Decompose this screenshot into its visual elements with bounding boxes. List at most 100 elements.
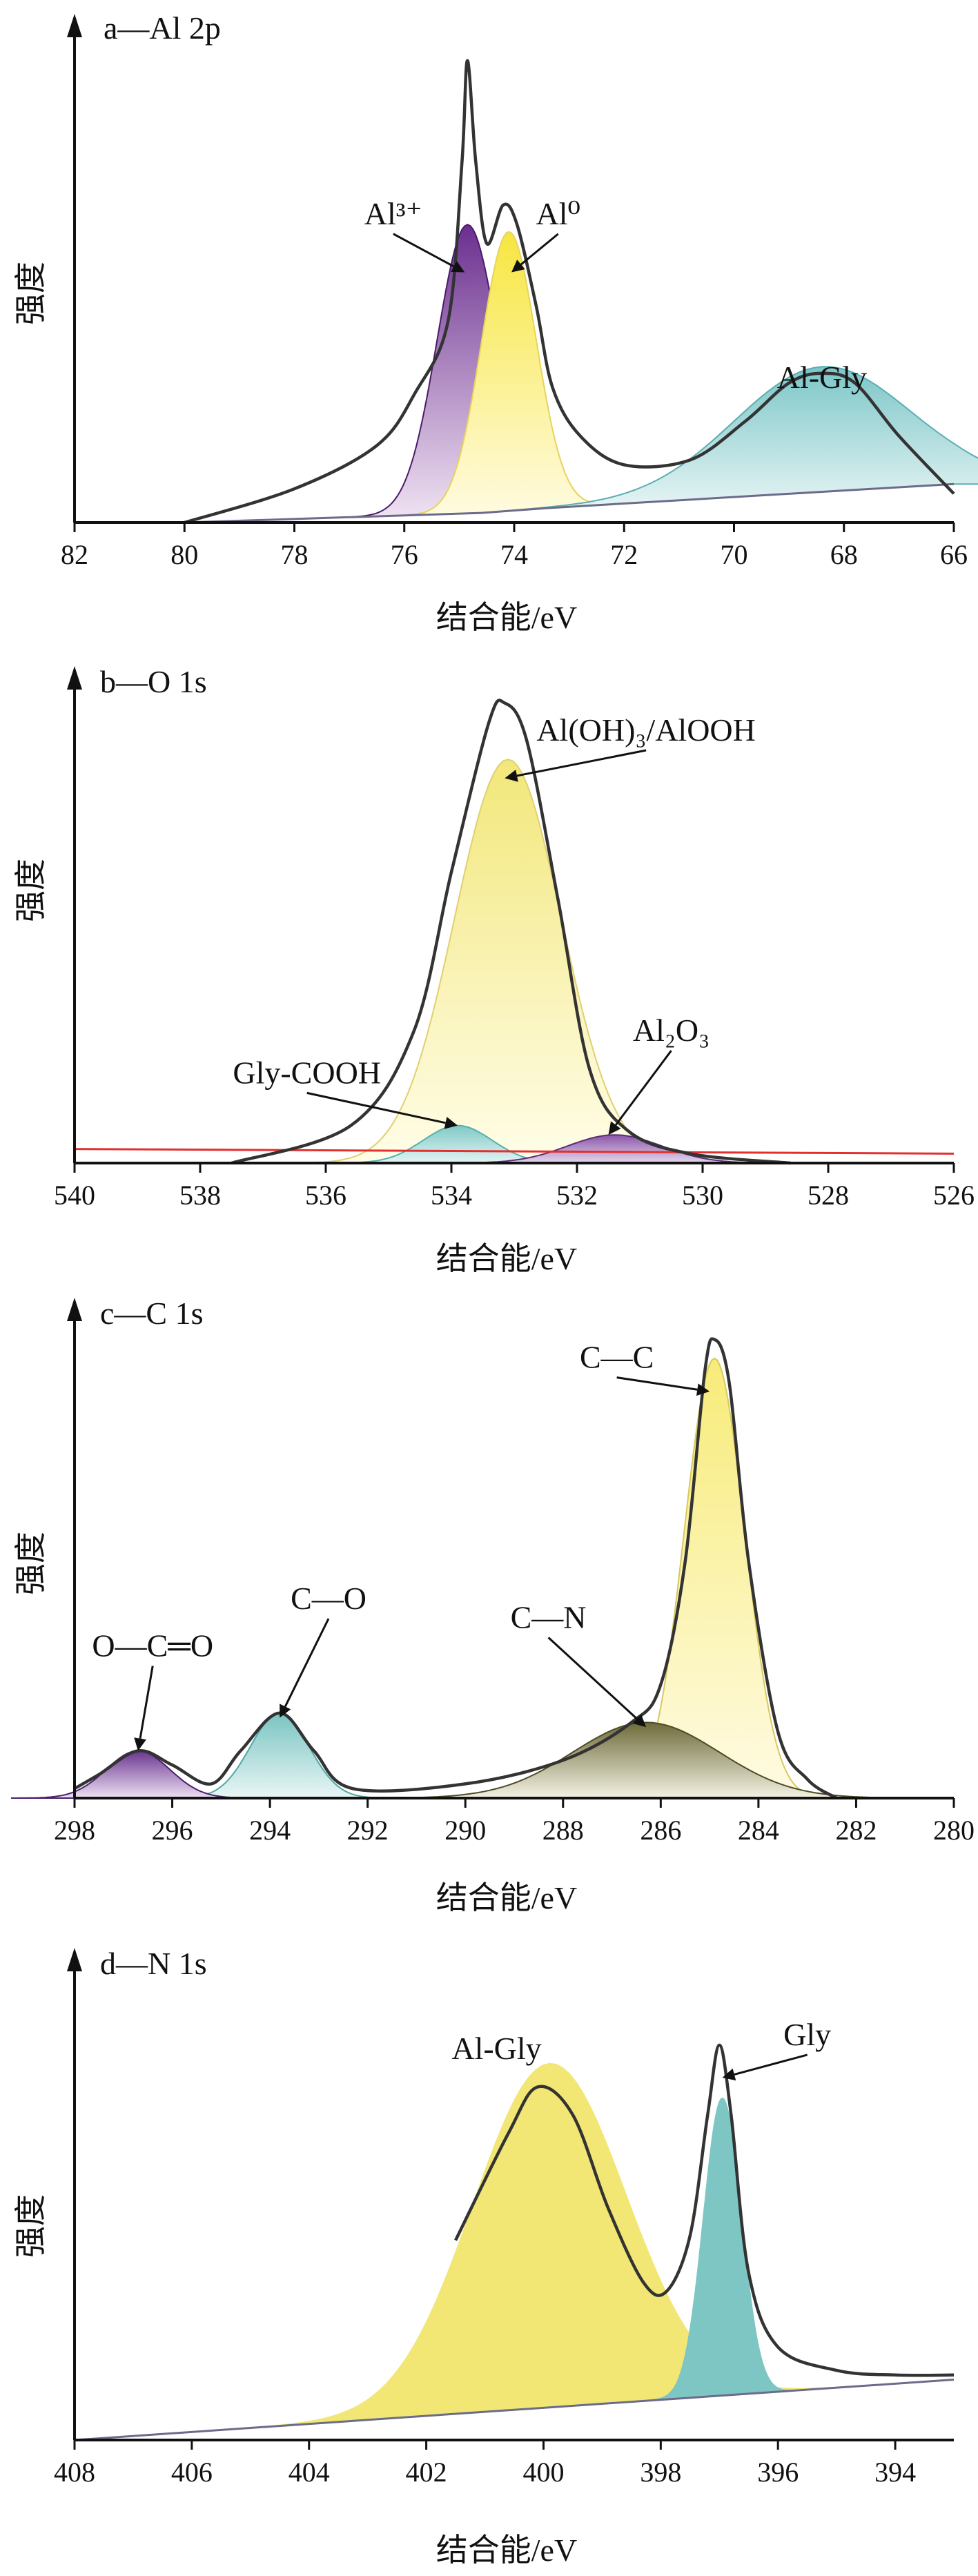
panel-c-tick-label-290: 290: [444, 1815, 486, 1846]
panel-b-arrow-gly-cooh: [306, 1091, 446, 1124]
panel-c-arrowhead-o-c-o: [134, 1737, 146, 1751]
panel-a-xlabel: 结合能/eV: [436, 600, 577, 635]
panel-b-arrow-al-oh-alooh: [516, 749, 647, 777]
panel-c-y-axis-arrow: [67, 1298, 82, 1321]
panel-c-arrow-c-n: [547, 1637, 638, 1720]
panel-c-tick-label-296: 296: [152, 1815, 193, 1846]
panel-c-plot: 298 296 294 292 290 288 286 284 282 280 C—C C—N C—O O…: [11, 1298, 975, 1846]
panel-a-arrow-al: [520, 233, 559, 266]
panel-b-label-al-o: Al₂O₃: [633, 1013, 710, 1048]
panel-b-tick-label-532: 532: [556, 1180, 598, 1211]
panel-d-tick-label-398: 398: [640, 2457, 681, 2488]
panel-b-tick-label-538: 538: [179, 1180, 221, 1211]
panel-c-arrow-c-o: [284, 1618, 330, 1708]
panel-c-label-c-c: C—C: [580, 1340, 654, 1375]
panel-b-xlabel: 结合能/eV: [436, 1241, 577, 1276]
panel-c-tick-label-288: 288: [542, 1815, 584, 1846]
panel-b-envelope-line: [231, 699, 791, 1165]
panel-a-ylabel: 强度: [13, 262, 48, 325]
panel-b-tick-label-540: 540: [54, 1180, 95, 1211]
panel-d-tick-label-404: 404: [288, 2457, 330, 2488]
panel-b-title: b—O 1s: [100, 664, 207, 699]
panel-c-arrow-c-c: [616, 1376, 698, 1391]
panel-c-title: c—C 1s: [100, 1296, 204, 1331]
panel-c-xlabel: 结合能/eV: [436, 1880, 577, 1915]
panel-b-label-al-oh-alooh: Al(OH)₃/AlOOH: [536, 712, 756, 748]
panel-c-tick-label-292: 292: [347, 1815, 389, 1846]
panel-a-tick-label-72: 72: [610, 539, 638, 570]
panel-d-label-gly: Gly: [783, 2017, 831, 2052]
panel-d-arrow-gly: [734, 2053, 808, 2076]
panel-b-reference-line: [74, 1148, 955, 1155]
panel-c-tick-label-298: 298: [54, 1815, 95, 1846]
panel-c-label-c-n: C—N: [511, 1599, 587, 1635]
panel-a-tick-label-78: 78: [281, 539, 309, 570]
panel-b-y-axis-arrow: [67, 666, 82, 690]
panel-c-arrowhead-c-n: [632, 1714, 647, 1728]
panel-a-tick-label-70: 70: [721, 539, 748, 570]
panel-c-envelope-line: [73, 1337, 838, 1799]
panel-c-ylabel: 强度: [13, 1532, 48, 1595]
panel-b-arrowhead-gly-cooh: [444, 1117, 458, 1129]
panel-c-arrowhead-c-c: [696, 1383, 710, 1396]
panel-d-tick-label-402: 402: [406, 2457, 447, 2488]
panel-d-tick-label-406: 406: [171, 2457, 213, 2488]
panel-b-plot: 540 538 536 534 532 530 528 526 Al(OH)₃/AlOOH Gly…: [54, 666, 975, 1211]
panel-b-arrow-al-o: [615, 1050, 672, 1126]
panel-c-tick-label-282: 282: [835, 1815, 877, 1846]
panel-d-background-line: [74, 2379, 955, 2441]
panel-c: c—C 1s 强度 结合能/eV 298 296 294 292 290 288 286 28…: [11, 1296, 975, 1915]
panel-a: a—Al 2p 强度 结合能/eV 82 80 78 76 74 72 70 68 66 Al³⁺…: [13, 10, 978, 635]
panel-d-ylabel: 强度: [13, 2194, 48, 2258]
panel-d-tick-label-394: 394: [874, 2457, 916, 2488]
panel-b-label-gly-cooh: Gly-COOH: [233, 1055, 381, 1090]
panel-d-title: d—N 1s: [100, 1946, 207, 1981]
panel-c-arrowhead-c-o: [280, 1704, 291, 1718]
panel-d-xlabel: 结合能/eV: [436, 2533, 577, 2568]
panel-d-plot: 408 406 404 402 400 398 396 394 Al-Gly Gly: [54, 1948, 955, 2488]
panel-a-arrowhead-al: [451, 261, 465, 273]
panel-b-arrowhead-al-o: [608, 1121, 621, 1135]
panel-a-y-axis-arrow: [67, 14, 82, 37]
panel-d-tick-label-400: 400: [522, 2457, 564, 2488]
panel-a-envelope-line: [184, 59, 955, 525]
panel-c-tick-label-284: 284: [738, 1815, 779, 1846]
panel-b-ylabel: 强度: [13, 859, 48, 922]
panel-b-tick-label-526: 526: [933, 1180, 975, 1211]
panel-a-tick-label-80: 80: [170, 539, 198, 570]
panel-b-tick-label-530: 530: [682, 1180, 723, 1211]
panel-d-tick-label-396: 396: [757, 2457, 799, 2488]
panel-b-tick-label-536: 536: [305, 1180, 346, 1211]
panel-c-label-c-o: C—O: [291, 1581, 366, 1616]
panel-c-tick-label-286: 286: [640, 1815, 681, 1846]
panel-a-tick-label-66: 66: [940, 539, 968, 570]
panel-d: d—N 1s 强度 结合能/eV 408 406 404 402 400 398 396 39…: [13, 1946, 955, 2568]
panel-a-arrowhead-al: [511, 260, 525, 273]
panel-a-background-line: [184, 482, 955, 524]
panel-d-y-axis-arrow: [67, 1948, 82, 1971]
panel-c-tick-label-280: 280: [933, 1815, 975, 1846]
panel-b-tick-label-528: 528: [808, 1180, 849, 1211]
panel-a-tick-label-82: 82: [61, 539, 88, 570]
panel-a-tick-label-74: 74: [500, 539, 528, 570]
panel-a-label-al: Al³⁺: [364, 196, 422, 231]
panel-b-tick-label-534: 534: [431, 1180, 472, 1211]
panel-d-envelope-line: [454, 2043, 955, 2377]
panel-b-peak-al-oh-alooh: [293, 759, 723, 1164]
panel-c-peak-c-o: [162, 1712, 398, 1799]
panel-a-tick-label-76: 76: [391, 539, 418, 570]
panel-c-label-o-c-o: O—C═O: [92, 1628, 213, 1663]
panel-b: b—O 1s 强度 结合能/eV 540 538 536 534 532 530 528 52…: [13, 664, 975, 1276]
panel-a-label-al: Al⁰: [536, 196, 580, 231]
panel-b-arrowhead-al-oh-alooh: [505, 770, 518, 782]
panel-d-label-al-gly: Al-Gly: [451, 2031, 541, 2066]
panel-a-label-al-gly: Al-Gly: [777, 360, 867, 395]
panel-a-arrow-al: [393, 233, 455, 268]
panel-a-title: a—Al 2p: [104, 10, 221, 46]
panel-a-tick-label-68: 68: [830, 539, 858, 570]
panel-d-tick-label-408: 408: [54, 2457, 95, 2488]
panel-d-arrowhead-gly: [722, 2068, 736, 2081]
panel-a-plot: 82 80 78 76 74 72 70 68 66 Al³⁺ Al⁰ Al-Gly: [61, 14, 978, 570]
panel-c-tick-label-294: 294: [249, 1815, 291, 1846]
